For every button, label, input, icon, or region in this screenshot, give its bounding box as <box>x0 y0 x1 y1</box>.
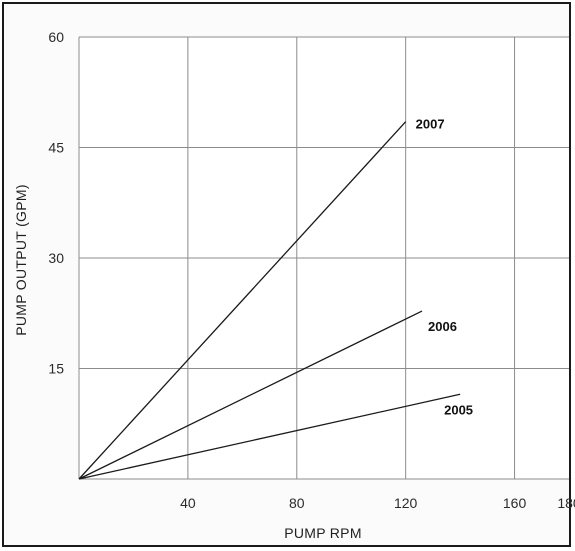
series-line-2007 <box>78 121 407 480</box>
y-tick-label: 30 <box>48 250 64 266</box>
y-axis-title: PUMP OUTPUT (GPM) <box>13 184 29 336</box>
tick-labels: 40 80 120 160 180 15 30 45 60 <box>48 29 575 511</box>
series-label-2006: 2006 <box>428 319 457 334</box>
x-tick-label: 160 <box>503 495 527 511</box>
grid-lines <box>78 36 569 480</box>
y-tick-label: 15 <box>48 361 64 377</box>
series-label-2005: 2005 <box>444 402 473 417</box>
y-tick-label: 60 <box>48 29 64 45</box>
x-tick-label: 120 <box>394 495 418 511</box>
series-line-2006 <box>78 310 423 480</box>
x-tick-label: 40 <box>180 495 196 511</box>
y-tick-label: 45 <box>48 140 64 156</box>
x-tick-label: 80 <box>289 495 305 511</box>
series-line-2005 <box>78 393 461 480</box>
x-tick-label: 180 <box>557 495 575 511</box>
series-labels: 2007 2006 2005 <box>416 117 473 418</box>
series-lines <box>78 121 461 480</box>
x-axis-title: PUMP RPM <box>284 525 362 541</box>
series-label-2007: 2007 <box>416 117 445 132</box>
